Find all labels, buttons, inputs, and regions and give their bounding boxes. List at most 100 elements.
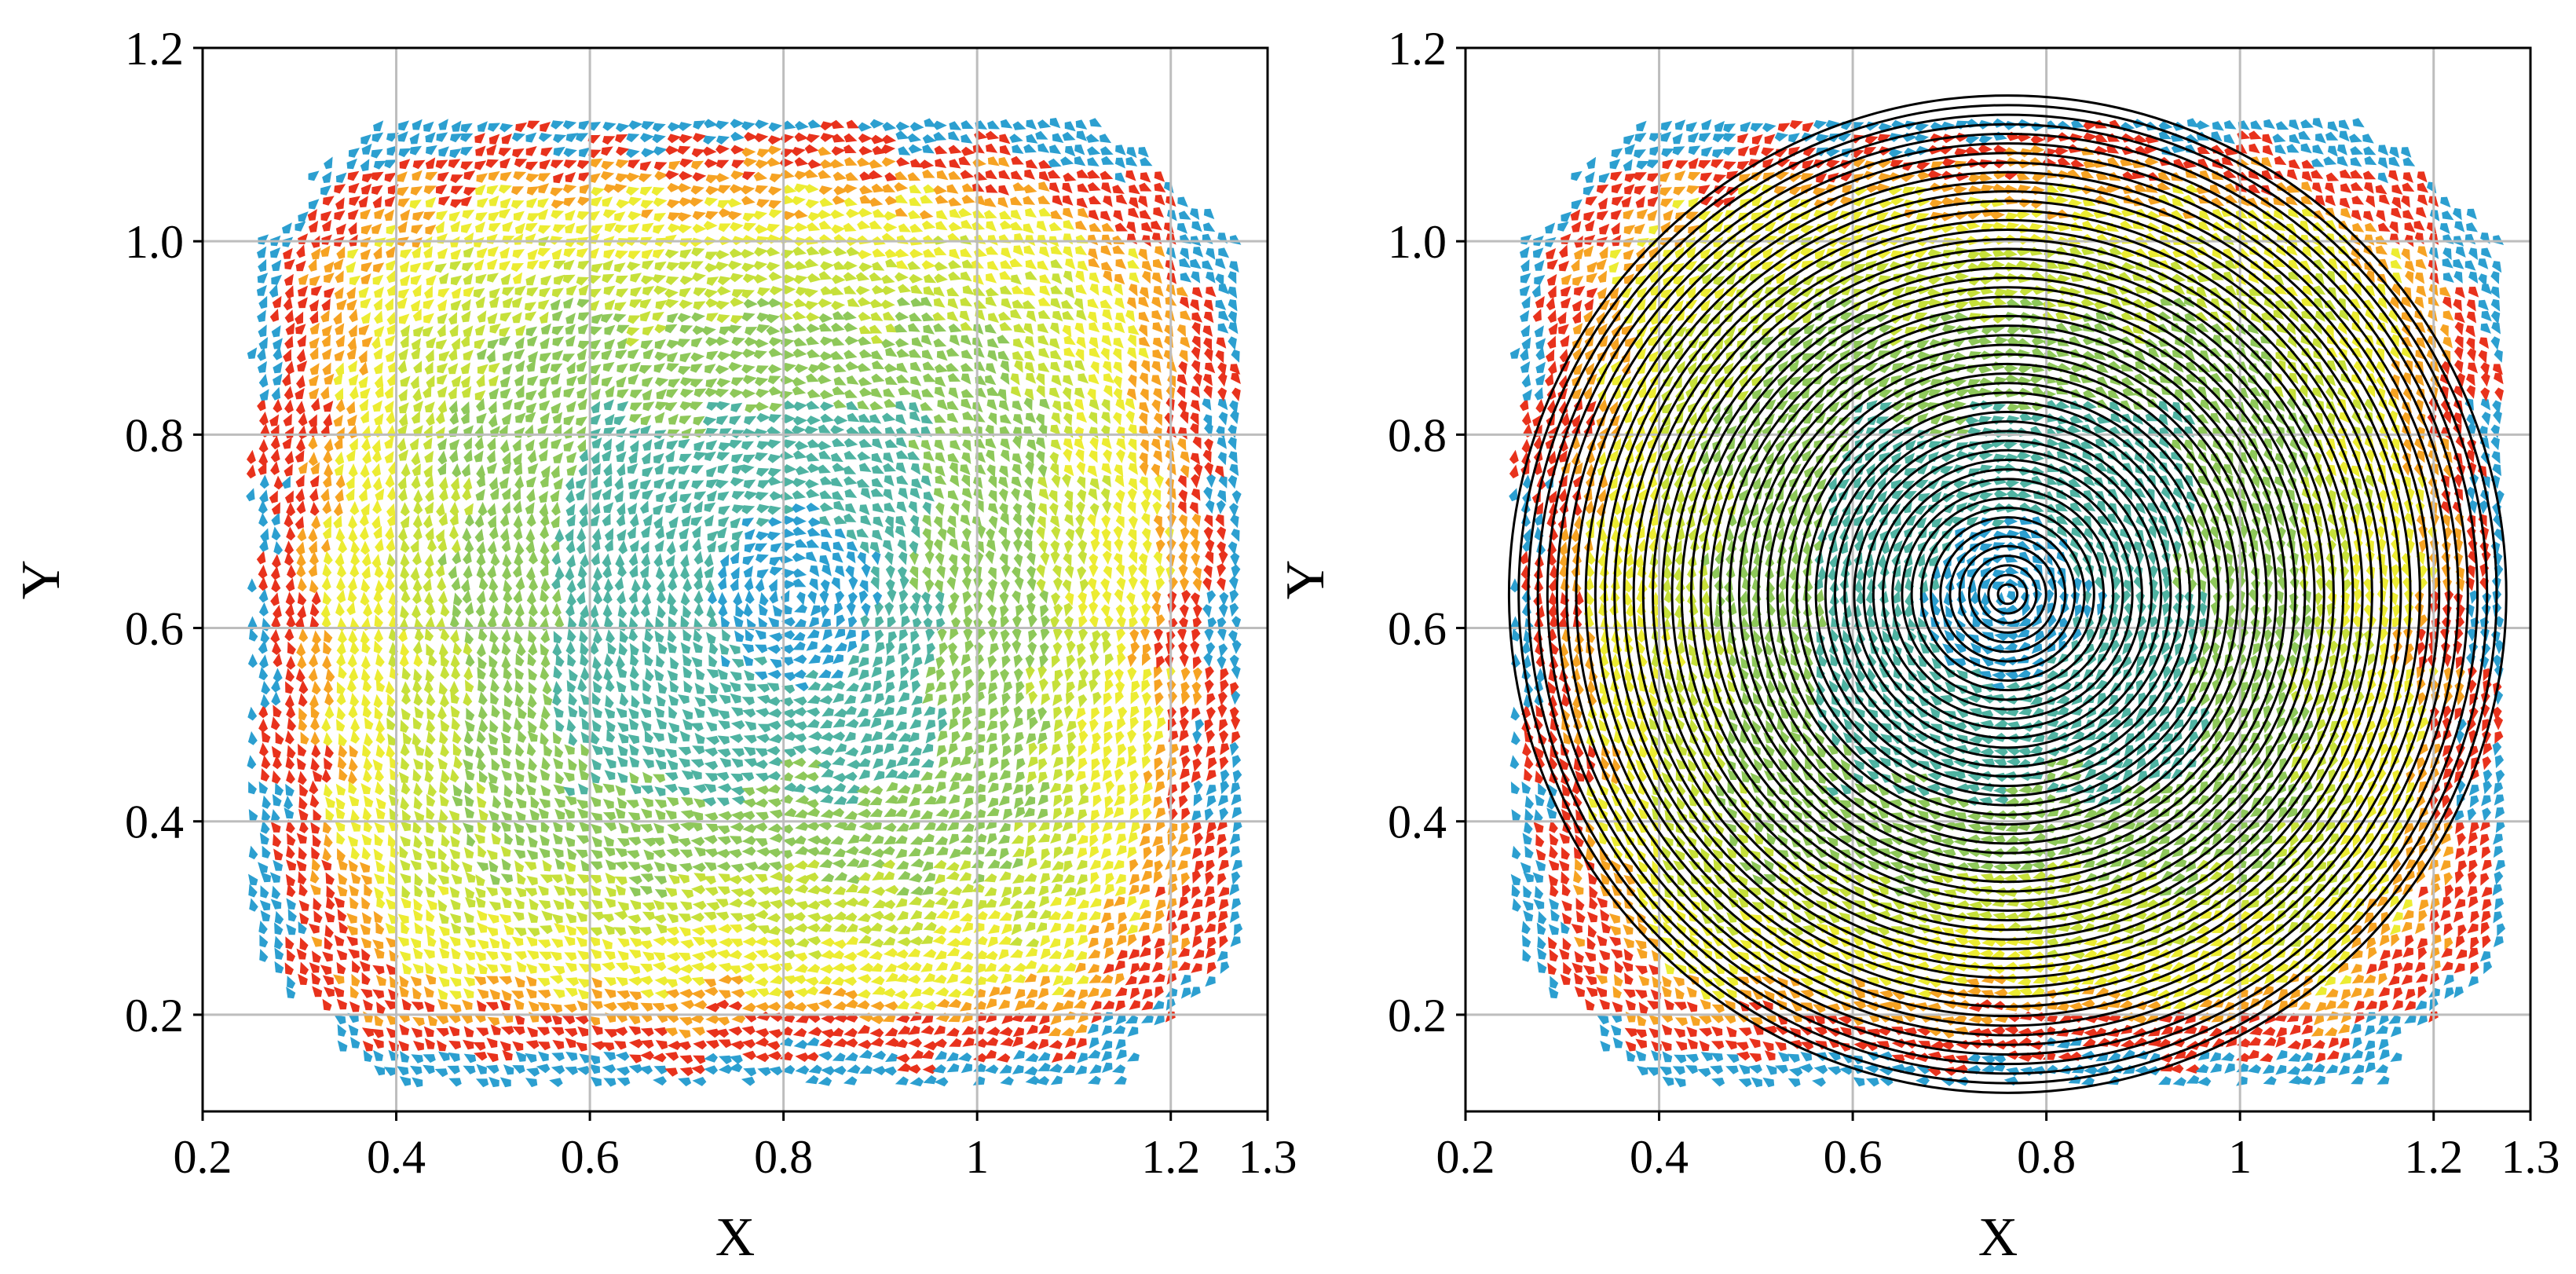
quiver-arrow xyxy=(577,989,589,1000)
quiver-arrow xyxy=(843,912,858,922)
quiver-arrow xyxy=(452,962,463,975)
quiver-arrow xyxy=(562,184,577,194)
quiver-arrow xyxy=(1061,1027,1075,1037)
quiver-arrow xyxy=(641,121,655,130)
quiver-arrow xyxy=(1048,950,1062,959)
quiver-arrow xyxy=(807,416,821,426)
quiver-arrow xyxy=(755,543,768,552)
quiver-arrow xyxy=(602,1042,615,1052)
quiver-arrow xyxy=(412,963,424,974)
quiver-arrow xyxy=(1067,756,1076,769)
quiver-arrow xyxy=(411,1054,423,1063)
quiver-arrow xyxy=(1074,887,1086,897)
quiver-arrow xyxy=(998,477,1008,489)
quiver-arrow xyxy=(578,705,588,718)
quiver-arrow xyxy=(883,222,898,232)
quiver-arrow xyxy=(937,628,947,642)
quiver-arrow xyxy=(259,654,269,669)
quiver-arrow xyxy=(477,364,488,375)
quiver-arrow xyxy=(568,692,577,706)
quiver-arrow xyxy=(249,898,258,912)
quiver-arrow xyxy=(591,1025,603,1035)
quiver-arrow xyxy=(385,566,395,580)
quiver-arrow xyxy=(350,540,360,555)
quiver-arrow xyxy=(691,465,704,474)
quiver-arrow xyxy=(793,298,807,308)
quiver-arrow xyxy=(782,748,796,758)
quiver-arrow xyxy=(589,927,602,936)
quiver-arrow xyxy=(450,629,459,643)
quiver-arrow xyxy=(474,424,485,438)
quiver-arrow xyxy=(1062,386,1072,401)
quiver-arrow xyxy=(539,1015,552,1024)
quiver-arrow xyxy=(884,211,898,221)
quiver-arrow xyxy=(271,386,281,401)
quiver-arrow xyxy=(423,1064,435,1074)
quiver-arrow xyxy=(374,310,383,324)
quiver-arrow xyxy=(935,502,945,516)
quiver-arrow xyxy=(438,350,450,361)
quiver-arrow xyxy=(741,441,754,450)
quiver-arrow xyxy=(884,515,894,529)
quiver-arrow xyxy=(361,552,371,567)
quiver-arrow xyxy=(855,897,870,907)
quiver-arrow xyxy=(387,602,397,617)
quiver-arrow xyxy=(1077,489,1087,503)
quiver-arrow xyxy=(972,158,987,168)
quiver-arrow xyxy=(578,284,589,295)
quiver-arrow xyxy=(872,438,883,449)
quiver-arrow xyxy=(515,887,526,898)
quiver-arrow xyxy=(346,261,357,273)
quiver-arrow xyxy=(525,412,536,423)
quiver-arrow xyxy=(460,1014,473,1024)
quiver-arrow xyxy=(576,911,587,922)
quiver-arrow xyxy=(552,642,562,657)
quiver-arrow xyxy=(987,120,1001,130)
quiver-arrow xyxy=(962,285,975,295)
quiver-arrow xyxy=(996,1053,1011,1063)
quiver-arrow xyxy=(489,287,500,298)
quiver-arrow xyxy=(857,989,871,999)
quiver-arrow xyxy=(628,120,643,130)
quiver-arrow xyxy=(998,896,1011,907)
quiver-arrow xyxy=(898,642,908,655)
quiver-arrow xyxy=(1014,360,1023,373)
quiver-arrow xyxy=(1049,938,1061,949)
quiver-arrow xyxy=(922,361,935,371)
quiver-arrow xyxy=(552,691,562,706)
quiver-arrow xyxy=(847,541,858,552)
quiver-arrow xyxy=(361,948,371,961)
quiver-arrow xyxy=(425,758,434,772)
quiver-arrow xyxy=(780,492,794,501)
quiver-arrow xyxy=(885,324,898,333)
quiver-arrow xyxy=(847,874,861,884)
quiver-arrow xyxy=(551,386,562,398)
quiver-arrow xyxy=(386,899,397,910)
quiver-arrow xyxy=(627,463,639,474)
quiver-arrow xyxy=(679,1016,693,1026)
quiver-arrow xyxy=(554,797,565,808)
quiver-arrow xyxy=(1051,375,1062,386)
quiver-arrow xyxy=(461,463,471,478)
quiver-arrow xyxy=(364,883,373,897)
quiver-arrow xyxy=(1000,1037,1014,1047)
quiver-arrow xyxy=(552,731,562,745)
quiver-arrow xyxy=(424,474,434,489)
quiver-arrow xyxy=(501,990,512,1001)
quiver-arrow xyxy=(409,200,422,209)
quiver-arrow xyxy=(284,962,294,976)
quiver-arrow xyxy=(578,783,588,795)
quiver-arrow xyxy=(779,772,794,782)
quiver-arrow xyxy=(399,653,409,668)
quiver-arrow xyxy=(895,401,907,412)
quiver-arrow xyxy=(820,682,833,691)
quiver-arrow xyxy=(885,655,895,667)
quiver-arrow xyxy=(896,157,910,167)
quiver-arrow xyxy=(307,209,317,221)
quiver-arrow xyxy=(1012,285,1025,295)
quiver-arrow xyxy=(524,302,536,312)
quiver-arrow xyxy=(325,872,335,885)
quiver-arrow xyxy=(664,1052,679,1061)
quiver-arrow xyxy=(680,377,694,386)
quiver-arrow xyxy=(985,184,998,193)
